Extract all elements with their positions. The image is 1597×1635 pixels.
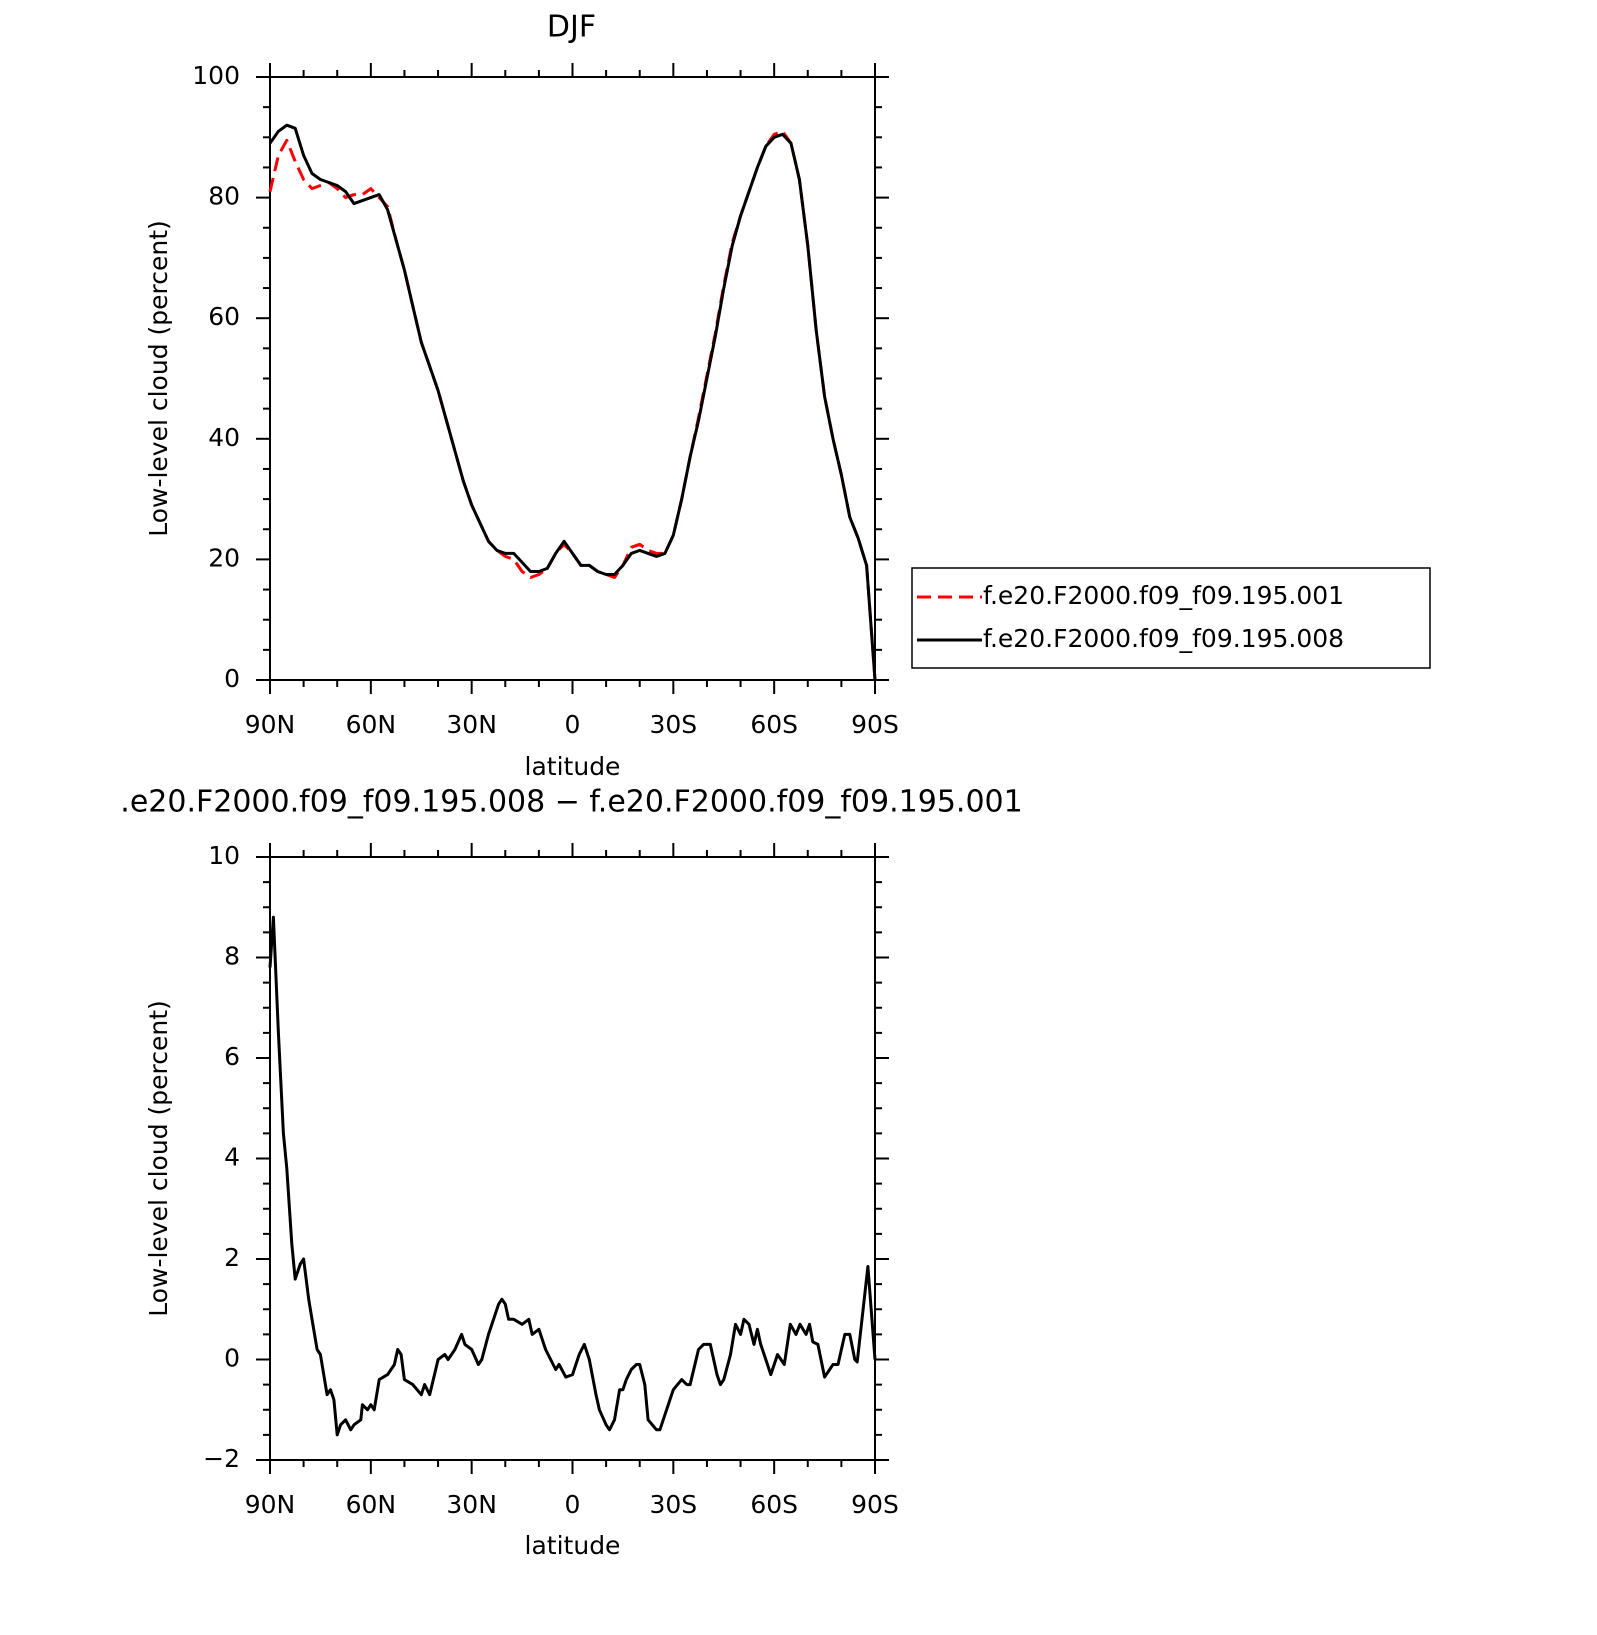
data-line [268,915,877,1437]
y-tick-label: 80 [208,182,240,211]
x-tick-label: 60S [750,1490,798,1519]
y-tick-label: 2 [224,1243,240,1272]
x-tick-label: 90N [245,1490,296,1519]
x-tick-label: 30S [649,710,697,739]
y-tick-label: 6 [224,1042,240,1071]
y-tick-label: 60 [208,302,240,331]
y-tick-label: 8 [224,942,240,971]
x-tick-label: 90S [851,710,899,739]
legend-label: f.e20.F2000.f09_f09.195.008 [983,624,1344,653]
y-tick-label: 40 [208,423,240,452]
x-tick-label: 90N [245,710,296,739]
x-tick-label: 60S [750,710,798,739]
plot-frame [269,856,876,1461]
chart-title: .e20.F2000.f09_f09.195.008 − f.e20.F2000… [120,785,1022,820]
x-axis-label: latitude [525,752,621,781]
plot-frame [269,76,876,681]
y-axis-label: Low-level cloud (percent) [144,1000,173,1317]
x-tick-label: 30S [649,1490,697,1519]
y-tick-label: −2 [203,1444,240,1473]
y-axis-label: Low-level cloud (percent) [144,220,173,537]
x-tick-label: 90S [851,1490,899,1519]
y-tick-label: 10 [208,841,240,870]
x-tick-label: 60N [346,1490,397,1519]
x-tick-label: 60N [346,710,397,739]
data-line [268,123,877,681]
y-tick-label: 100 [192,61,240,90]
data-line [268,129,877,681]
legend-box [911,567,1431,669]
x-tick-label: 30N [446,1490,497,1519]
y-tick-label: 0 [224,1344,240,1373]
x-tick-label: 0 [565,1490,581,1519]
y-tick-label: 0 [224,664,240,693]
x-tick-label: 30N [446,710,497,739]
x-tick-label: 0 [565,710,581,739]
y-tick-label: 4 [224,1143,240,1172]
x-axis-label: latitude [525,1531,621,1560]
y-tick-label: 20 [208,543,240,572]
legend-label: f.e20.F2000.f09_f09.195.001 [983,581,1344,610]
chart-title: DJF [547,10,596,45]
